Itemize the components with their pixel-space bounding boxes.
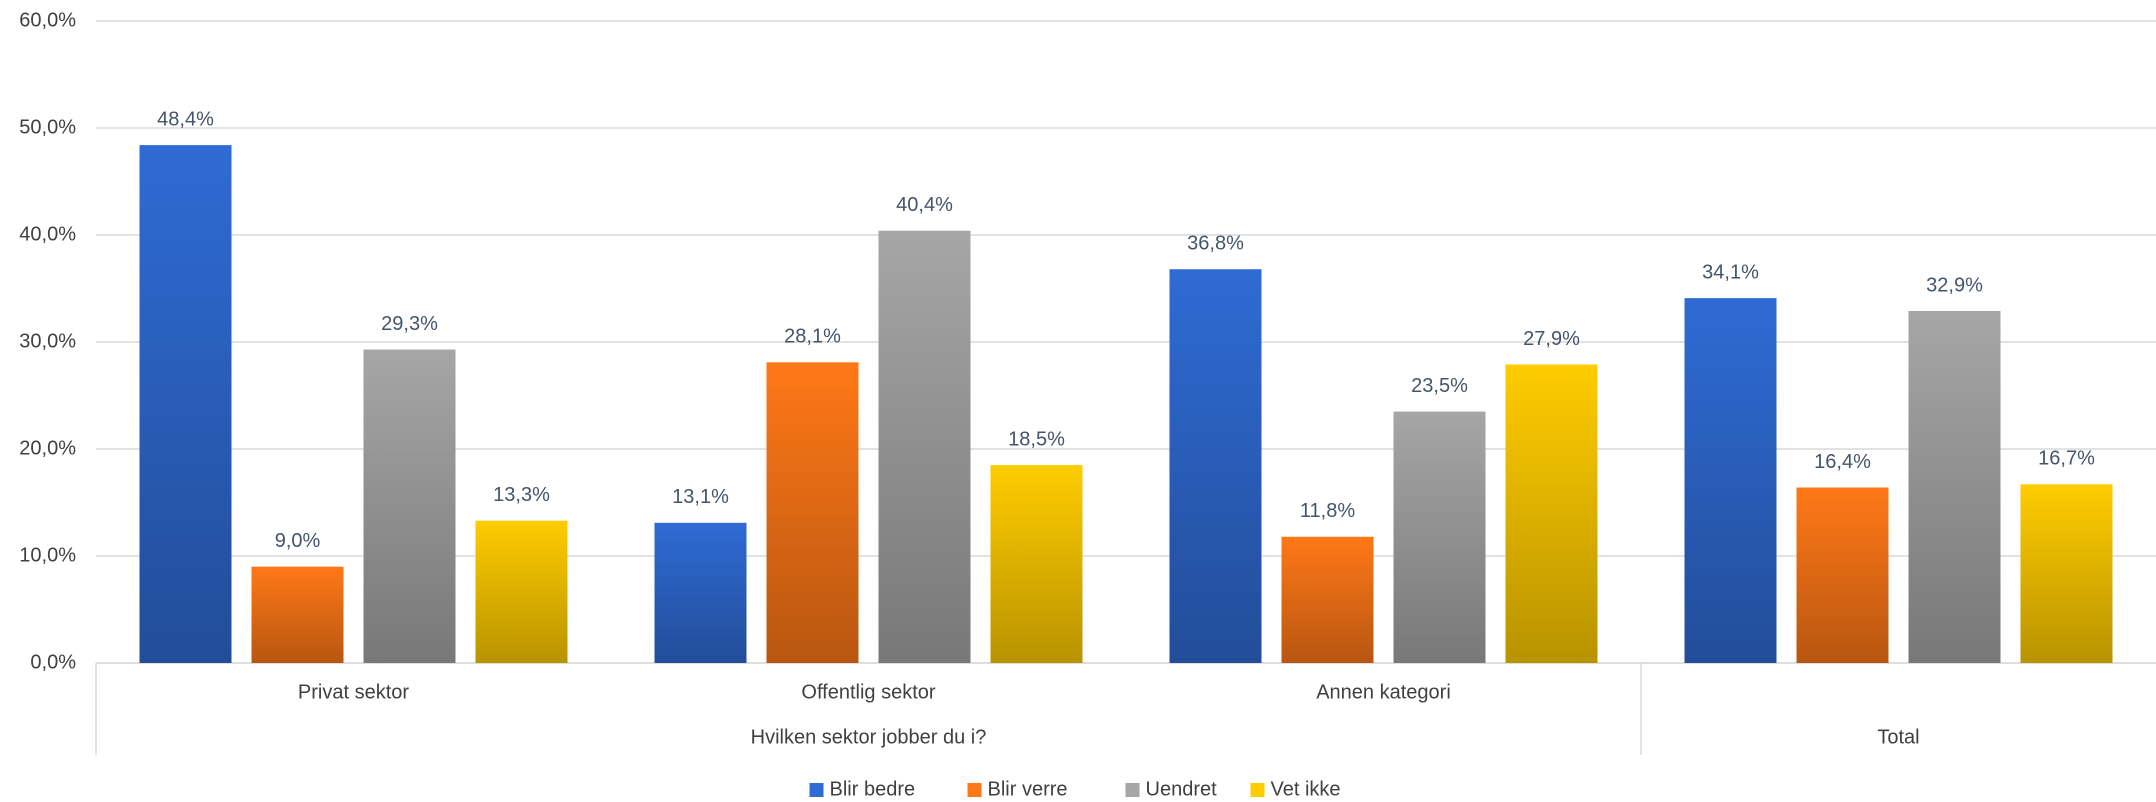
x-tick-label: Annen kategori [1316, 681, 1451, 703]
value-label: 13,3% [493, 484, 550, 506]
y-tick-label: 10,0% [19, 544, 76, 566]
y-tick-label: 50,0% [19, 116, 76, 138]
bar [139, 145, 232, 663]
legend-swatch [967, 783, 982, 797]
bar [2020, 484, 2113, 663]
value-label: 16,4% [1814, 451, 1871, 473]
value-label: 48,4% [157, 108, 214, 130]
bar [1908, 310, 2001, 663]
group-label: Hvilken sektor jobber du i? [751, 726, 987, 748]
bar [1281, 536, 1374, 663]
legend-label: Vet ikke [1271, 778, 1341, 800]
bar [1796, 487, 1889, 663]
value-label: 18,5% [1008, 428, 1065, 450]
bar [766, 362, 859, 663]
bar [1169, 269, 1262, 663]
value-label: 9,0% [275, 530, 321, 552]
value-label: 13,1% [672, 486, 729, 508]
bar [654, 522, 747, 663]
value-label: 40,4% [896, 194, 953, 216]
bar [878, 230, 971, 663]
x-tick-label: Privat sektor [298, 681, 409, 703]
y-tick-label: 0,0% [30, 651, 76, 673]
bar [363, 349, 456, 663]
bar [1684, 298, 1777, 663]
value-label: 16,7% [2038, 448, 2095, 470]
y-tick-label: 30,0% [19, 330, 76, 352]
value-label: 23,5% [1411, 375, 1468, 397]
y-tick-label: 60,0% [19, 9, 76, 31]
legend-swatch [809, 783, 824, 797]
legend-label: Blir bedre [830, 778, 916, 800]
y-tick-label: 20,0% [19, 437, 76, 459]
bar [251, 566, 344, 663]
legend-swatch [1250, 783, 1265, 797]
value-label: 32,9% [1926, 274, 1983, 296]
value-label: 27,9% [1523, 328, 1580, 350]
group-label: Total [1877, 726, 1919, 748]
value-label: 36,8% [1187, 233, 1244, 255]
bar [475, 520, 568, 663]
y-tick-label: 40,0% [19, 223, 76, 245]
legend-label: Uendret [1146, 778, 1218, 800]
value-label: 29,3% [381, 313, 438, 335]
legend-swatch [1125, 783, 1140, 797]
value-label: 11,8% [1300, 500, 1355, 522]
bar [1393, 411, 1486, 663]
value-label: 34,1% [1702, 261, 1759, 283]
x-tick-label: Offentlig sektor [801, 681, 935, 703]
legend-label: Blir verre [988, 778, 1068, 800]
bar [1505, 364, 1598, 663]
value-label: 28,1% [784, 326, 841, 348]
bar [990, 465, 1083, 663]
